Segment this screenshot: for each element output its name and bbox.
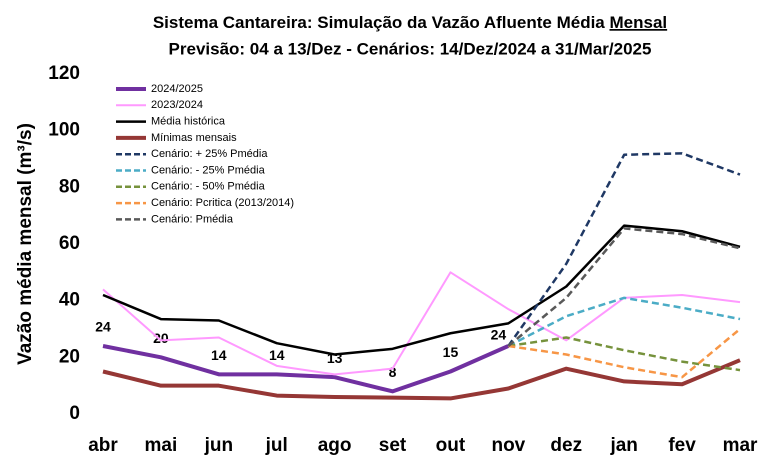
x-tick-label: nov: [491, 435, 525, 456]
series-line: [507, 152, 741, 347]
series-line: [508, 328, 741, 379]
x-tick-label: jun: [204, 435, 234, 456]
legend-label: Cenário: - 50% Pmédia: [151, 181, 266, 193]
data-label: 15: [443, 344, 459, 360]
x-tick-label: mar: [723, 435, 758, 456]
data-label: 20: [153, 330, 169, 346]
y-tick-label: 100: [48, 120, 80, 141]
y-tick-label: 40: [59, 290, 80, 311]
legend-label: 2024/2025: [151, 83, 203, 95]
legend-label: 2023/2024: [151, 99, 203, 111]
series-line: [507, 227, 741, 347]
x-tick-label: jul: [265, 435, 288, 456]
x-tick-label: abr: [88, 435, 118, 456]
data-label: 8: [389, 364, 397, 380]
y-tick-label: 80: [59, 176, 80, 197]
legend-label: Cenário: Pcritica (2013/2014): [151, 197, 294, 209]
x-tick-label: dez: [550, 435, 582, 456]
y-tick-label: 20: [59, 346, 80, 367]
title-emphasis: Mensal: [610, 13, 668, 32]
x-tick-label: set: [379, 435, 407, 456]
y-axis-label: Vazão média mensal (m³/s): [15, 123, 36, 365]
chart-subtitle: Previsão: 04 a 13/Dez - Cenários: 14/Dez…: [169, 39, 652, 58]
data-label: 14: [269, 347, 285, 363]
series-line: [508, 336, 741, 372]
data-label: 24: [491, 327, 507, 343]
x-tick-label: mai: [145, 435, 178, 456]
legend-label: Média histórica: [151, 116, 226, 128]
series-line: [102, 358, 741, 401]
y-tick-label: 60: [59, 233, 80, 254]
series-line: [102, 224, 741, 356]
title-text: Sistema Cantareira: Simulação da Vazão A…: [153, 13, 605, 32]
series-line: [102, 344, 510, 394]
data-label: 24: [95, 319, 111, 335]
legend-label: Cenário: - 25% Pmédia: [151, 164, 266, 176]
legend-label: Mínimas mensais: [151, 132, 237, 144]
y-tick-label: 120: [48, 63, 80, 84]
x-tick-label: jan: [609, 435, 637, 456]
legend-label: Cenário: Pmédia: [151, 213, 234, 225]
data-label: 14: [211, 347, 227, 363]
x-tick-label: out: [436, 435, 466, 456]
x-tick-label: ago: [318, 435, 352, 456]
series-line: [507, 296, 741, 348]
series-line: [102, 271, 741, 376]
y-tick-label: 0: [69, 403, 80, 424]
chart-title: Sistema Cantareira: Simulação da Vazão A…: [153, 13, 667, 32]
legend-label: Cenário: + 25% Pmédia: [151, 148, 268, 160]
x-tick-label: fev: [668, 435, 696, 456]
